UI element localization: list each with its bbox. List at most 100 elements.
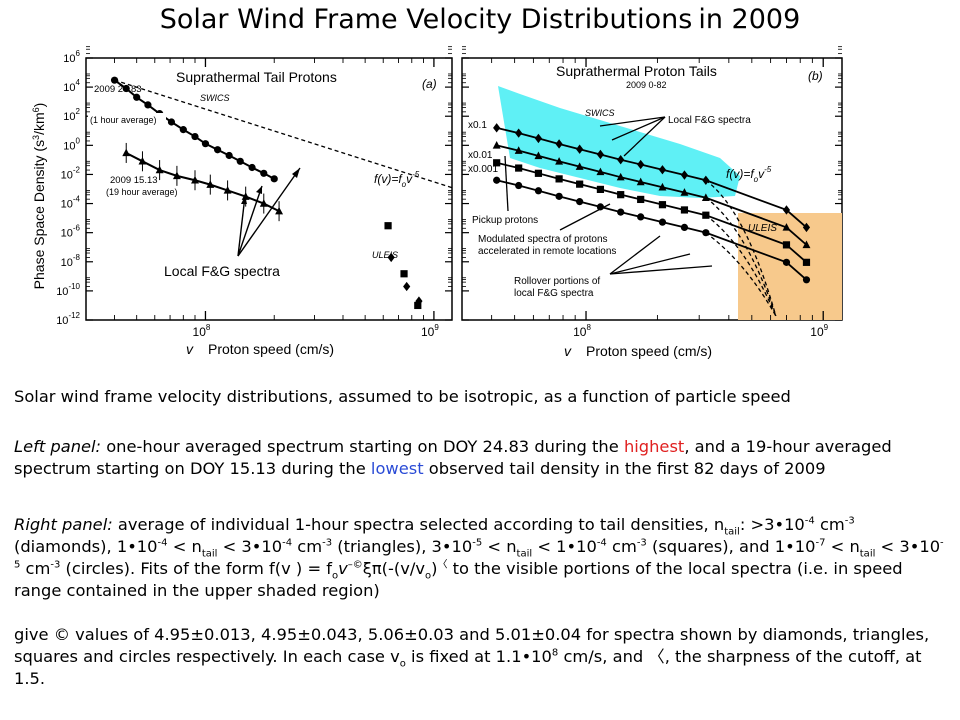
panel-b-point (637, 213, 645, 221)
panel-a-point (191, 132, 199, 141)
panel-a-avg1-box (88, 113, 166, 125)
y-tick-label: 106 (63, 49, 80, 65)
panel-b-point (782, 258, 791, 266)
panel-b-roll-box (508, 272, 614, 300)
panel-a-ref-line (114, 79, 453, 189)
panel-a-x-symbol: v (186, 341, 194, 357)
caption-right-h: cm (292, 537, 323, 556)
panel-a-arrowheads (241, 168, 300, 204)
panel-a-fit-curve (125, 152, 280, 213)
panel-b-rollover (705, 232, 777, 317)
caption-highest: highest (623, 437, 685, 456)
panel-b-mod1: Modulated spectra of protons (478, 234, 608, 245)
caption-sub-tail-1: tail (724, 526, 740, 538)
caption-right-j: < n (482, 537, 517, 556)
caption-lowest: lowest (370, 459, 424, 478)
panel-b-point (658, 218, 667, 226)
panel-a-point (206, 180, 215, 188)
panel-b-x001: x0.01 (468, 150, 493, 161)
x-tick-label: 109 (810, 323, 828, 339)
panel-b-point (555, 175, 563, 183)
panel-b-point (782, 223, 791, 231)
panel-a-swics: SWICS (200, 93, 230, 103)
panel-b-arrows (504, 116, 713, 275)
y-tick-label: 10-2 (61, 165, 81, 181)
panel-b-point (493, 176, 501, 184)
panel-b-point (702, 211, 710, 219)
panel-b-pickup: Pickup protons (472, 215, 538, 226)
caption-sup-4: -4 (282, 537, 293, 549)
caption-intro: Solar wind frame velocity distributions,… (14, 387, 791, 406)
panel-a-point (201, 140, 210, 148)
caption-right-panel: Right panel: average of individual 1-hou… (14, 514, 948, 602)
caption-sup-7: -4 (596, 537, 607, 549)
panel-b-x-symbol: v (564, 343, 572, 359)
panel-b-point (534, 169, 543, 177)
caption-right-p: cm (20, 559, 51, 578)
panel-b-label: (b) (808, 69, 823, 83)
panel-a-point (144, 101, 152, 109)
panel-a-point (387, 252, 395, 263)
caption-left-lead: Left panel: (14, 437, 102, 456)
caption-right-k: < 1•10 (532, 537, 597, 556)
caption-fit-d: cm/s, and (558, 647, 649, 666)
panel-a: 106 104 102 100 10-2 10-4 10-6 10-8 10-10 10-12 1… (56, 46, 842, 339)
panel-a-title: Suprathermal Tail Protons (176, 69, 337, 85)
panel-b-point (576, 144, 584, 154)
panel-b-roll1: Rollover portions of (514, 276, 600, 287)
panel-a-point (403, 281, 411, 292)
panel-b-point (802, 258, 811, 266)
caption-sub-o-1: o (332, 570, 339, 582)
panel-b-point (680, 170, 689, 180)
panel-b-point (701, 193, 710, 201)
panel-b-x01: x0.1 (468, 120, 487, 131)
caption-fit-f: , the sharpness of the cutoff, at 1.5. (14, 647, 922, 688)
panel-a-point (110, 76, 119, 84)
panel-b-frame (461, 57, 843, 321)
panel-a-date2: 2009 15.13 (110, 175, 158, 186)
panel-b-point (802, 276, 811, 284)
caption-right-m: (squares), and 1•10 (646, 537, 816, 556)
panel-a-avg1: (1 hour average) (90, 115, 157, 125)
panel-b-point (802, 222, 811, 233)
caption-right-q: (circles). Fits of the form f(v ) = f (60, 559, 332, 578)
panel-b-point (534, 151, 543, 160)
caption-right-f: < n (167, 537, 202, 556)
panel-b-fv: f(v)=fov-5 (726, 165, 772, 184)
caption-sup-9: -7 (815, 537, 826, 549)
caption-right-u: to the visible portions of the local spe… (14, 559, 903, 600)
panel-b-point (555, 157, 564, 165)
panel-a-point (414, 301, 422, 310)
caption-sup-2: -3 (844, 515, 855, 527)
panel-b-pickup-box (470, 213, 544, 226)
caption-right-s: ξπ(-(v/v (362, 559, 425, 578)
panel-a-point (179, 126, 187, 134)
panel-b-mod2: accelerated in remote locations (478, 246, 616, 257)
panel-a-point (275, 206, 284, 215)
caption-sup-alpha: –© (347, 559, 363, 571)
y-tick-label: 10-4 (61, 195, 81, 211)
panel-a-point (138, 156, 147, 165)
panel-a-point (248, 163, 256, 172)
caption-sup-6: -5 (472, 537, 483, 549)
panel-b-x0001: x0.001 (468, 164, 498, 175)
panel-a-series (110, 76, 453, 310)
caption-fit-a: give (14, 625, 54, 644)
caption-left-panel: Left panel: one-hour averaged spectrum s… (14, 436, 948, 480)
panel-b-point (782, 241, 791, 249)
panel-b-point (596, 167, 605, 176)
x-tick-label: 108 (193, 323, 211, 339)
panel-b-x-ticks: 108 109 (461, 58, 829, 339)
panel-b-subtitle: 2009 0-82 (626, 80, 667, 90)
caption-fit-values: give © values of 4.95±0.013, 4.95±0.043,… (14, 624, 948, 690)
panel-b-point (637, 195, 645, 204)
panel-b-point (702, 175, 710, 185)
panel-b-point (636, 177, 645, 186)
panel-a-point (400, 270, 408, 278)
x-tick-label: 108 (573, 323, 591, 339)
panel-b-rollover (705, 197, 777, 317)
caption-sup-beta: 〈 (437, 559, 448, 571)
y-axis-label: Phase Space Density (s3/km6) (31, 103, 47, 290)
caption-fit-sub-o: o (399, 658, 406, 670)
caption-sub-o-2: o (424, 570, 432, 582)
